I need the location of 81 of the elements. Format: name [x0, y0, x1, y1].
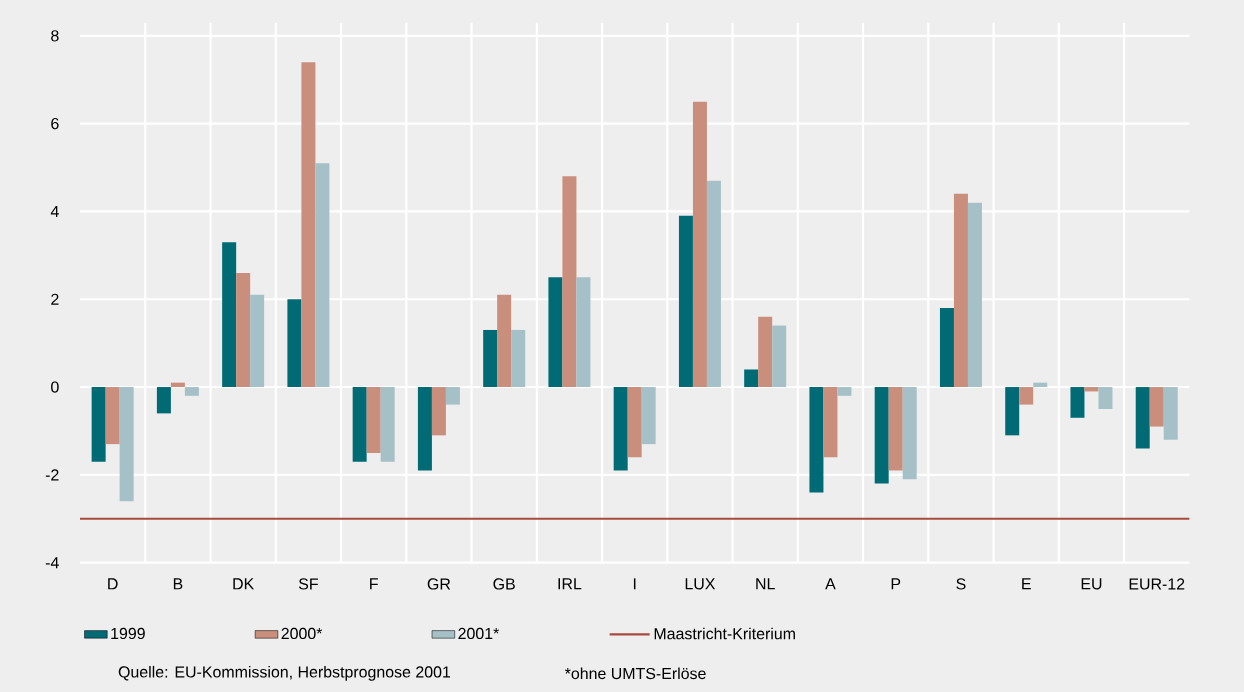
bar — [1149, 387, 1164, 427]
bar — [678, 215, 693, 388]
bar — [417, 387, 432, 471]
bar — [315, 163, 330, 388]
bar — [627, 387, 642, 458]
y-tick-label: -2 — [45, 469, 59, 481]
x-tick-label: P — [891, 578, 901, 590]
source-note: Quelle: EU-Kommission, Herbstprognose 2001 — [118, 665, 451, 681]
bar — [352, 387, 367, 462]
x-tick-label: LUX — [685, 578, 716, 590]
bar — [772, 325, 787, 388]
bar — [576, 277, 591, 388]
x-tick-label: A — [825, 578, 836, 590]
x-tick-label: GB — [493, 578, 515, 590]
bar — [1005, 387, 1020, 436]
x-tick-label: D — [108, 578, 118, 590]
bar — [758, 316, 773, 388]
y-tick-label: 8 — [51, 30, 59, 42]
legend-label: 2000* — [281, 627, 323, 640]
bar — [562, 176, 577, 388]
x-tick-label: GR — [427, 578, 451, 590]
x-tick-label: EU — [1081, 578, 1102, 590]
bar — [119, 387, 134, 502]
bar — [613, 387, 628, 471]
bar — [301, 62, 316, 388]
bar — [888, 387, 903, 471]
bar — [874, 387, 889, 484]
legend-label: Maastricht-Kriterium — [654, 627, 795, 640]
bar — [1084, 387, 1099, 392]
bar — [497, 294, 512, 388]
bar — [692, 101, 707, 388]
y-tick-label: -4 — [45, 557, 59, 569]
bar — [156, 387, 171, 414]
bar — [939, 308, 954, 388]
bar — [445, 387, 460, 405]
bar — [105, 387, 120, 445]
bar — [1033, 382, 1048, 388]
bar — [953, 193, 968, 388]
x-tick-label: I — [633, 578, 636, 590]
x-tick-label: EUR-12 — [1129, 578, 1185, 590]
legend-label: 1999 — [111, 627, 145, 640]
x-tick-label: SF — [298, 578, 318, 590]
bar — [380, 387, 395, 462]
bar — [823, 387, 838, 458]
bar — [236, 272, 251, 388]
bar — [222, 242, 237, 388]
y-tick-label: 0 — [51, 381, 59, 393]
bar — [511, 329, 526, 388]
x-tick-label: NL — [756, 578, 775, 590]
x-tick-label: S — [956, 578, 966, 590]
bar — [837, 387, 852, 396]
bar — [1135, 387, 1150, 449]
x-tick-label: B — [173, 578, 183, 590]
y-tick-label: 6 — [51, 117, 59, 130]
y-tick-label: 2 — [51, 293, 59, 305]
bar — [548, 277, 563, 388]
bar — [91, 387, 106, 462]
bar — [287, 299, 302, 388]
bar — [902, 387, 917, 480]
bar — [744, 369, 759, 388]
bar — [1019, 387, 1034, 405]
bar — [1070, 387, 1085, 418]
bar — [366, 387, 381, 453]
bar — [431, 387, 446, 436]
x-tick-label: DK — [233, 578, 255, 590]
y-tick-label: 4 — [50, 205, 59, 217]
bar — [641, 387, 656, 445]
bar — [483, 329, 498, 388]
x-tick-label: IRL — [558, 578, 582, 590]
bar — [809, 387, 824, 493]
bar — [250, 294, 265, 388]
bar — [967, 202, 982, 388]
bar — [170, 382, 185, 388]
bar — [1163, 387, 1178, 440]
x-tick-label: E — [1022, 578, 1031, 590]
x-tick-label: F — [370, 578, 378, 590]
bar — [706, 180, 721, 388]
legend-label: 2001* — [458, 627, 500, 640]
bar — [184, 387, 199, 396]
text: *ohne UMTS-Erlöse — [564, 667, 706, 680]
bar — [1098, 387, 1113, 409]
